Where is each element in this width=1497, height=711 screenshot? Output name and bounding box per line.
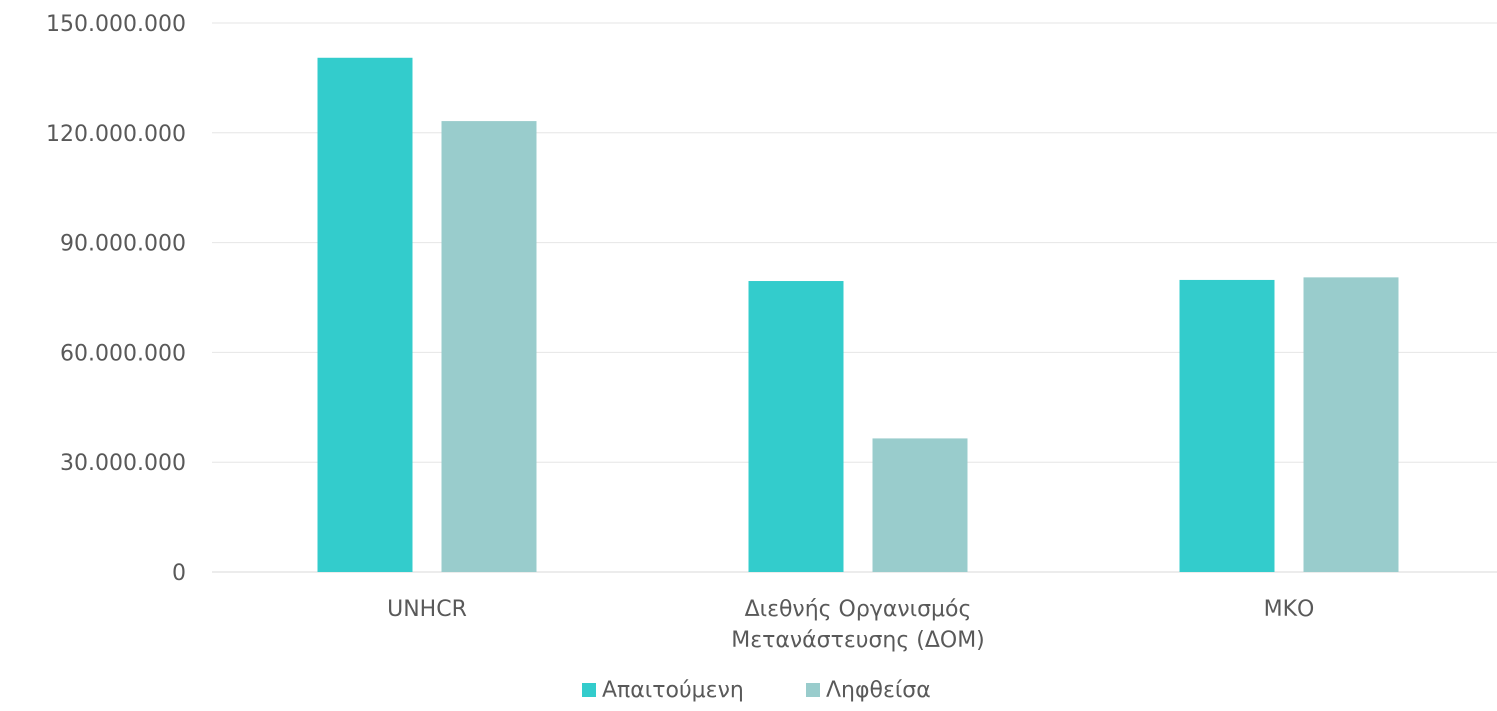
y-tick-label: 60.000.000 (60, 341, 186, 366)
x-category-label: Διεθνής Οργανισμός (745, 597, 972, 622)
y-tick-label: 0 (172, 561, 186, 586)
bars (317, 57, 1399, 572)
gridlines (212, 22, 1497, 573)
y-tick-label: 120.000.000 (46, 122, 186, 147)
legend-swatch (806, 683, 820, 697)
legend-label: Απαιτούμενη (602, 678, 744, 703)
y-tick-label: 90.000.000 (60, 232, 186, 257)
bar-received-2 (1303, 277, 1399, 572)
y-tick-label: 150.000.000 (46, 12, 186, 37)
legend-swatch (582, 683, 596, 697)
x-category-label: ΜΚΟ (1264, 597, 1315, 622)
bar-required-0 (317, 57, 413, 572)
x-category-label: UNHCR (387, 597, 467, 622)
legend-label: Ληφθείσα (826, 678, 931, 703)
bar-required-1 (748, 281, 844, 572)
legend: Απαιτούμενη Ληφθείσα (582, 678, 931, 703)
x-axis-category-labels: UNHCR Διεθνής Οργανισμός Μετανάστευσης (ΔΟ… (387, 597, 1314, 653)
x-category-label: Μετανάστευσης (ΔΟΜ) (731, 628, 985, 653)
bar-required-2 (1179, 279, 1275, 572)
y-tick-label: 30.000.000 (60, 451, 186, 476)
bar-received-0 (441, 121, 537, 572)
bar-received-1 (872, 438, 968, 572)
y-axis-tick-labels: 0 30.000.000 60.000.000 90.000.000 120.000.0… (46, 12, 186, 586)
